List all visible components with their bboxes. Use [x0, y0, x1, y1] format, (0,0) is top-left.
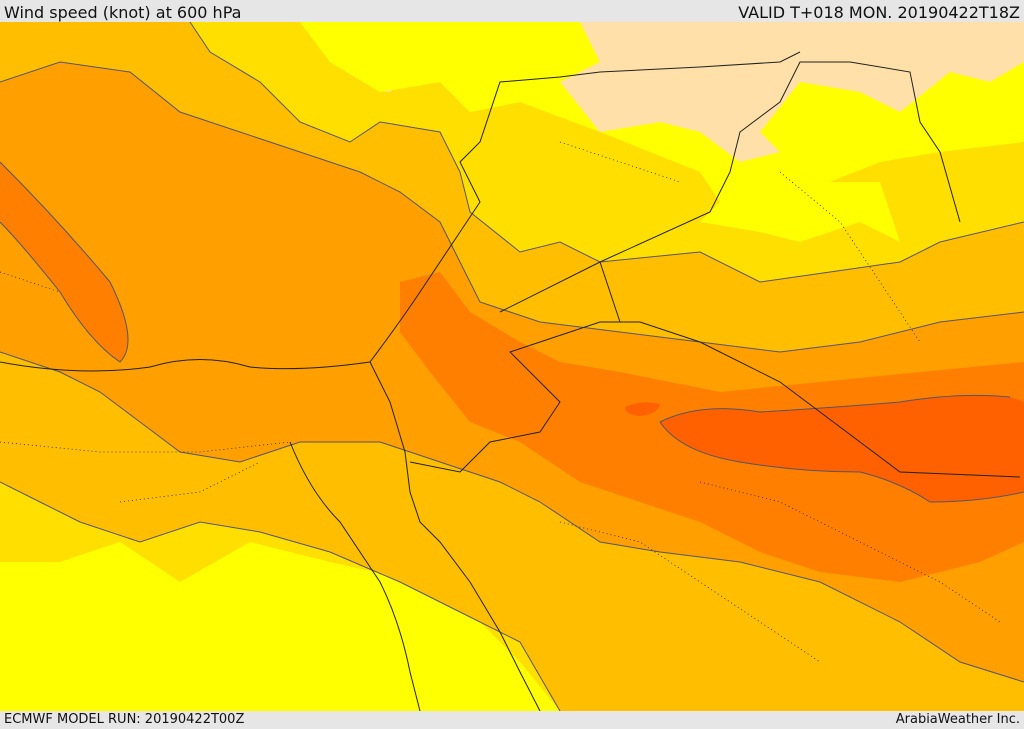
valid-time-label: VALID T+018 MON. 20190422T18Z [738, 3, 1020, 22]
band-red-orange-patch [625, 402, 660, 416]
band-yellow-patch-southwest [0, 542, 180, 711]
borders-coastlines [0, 51, 1021, 711]
band-yellow-patch-south [380, 642, 560, 711]
credit-label: ArabiaWeather Inc. [895, 712, 1020, 727]
model-run-label: ECMWF MODEL RUN: 20190422T00Z [4, 712, 245, 727]
band-red-orange-core [660, 395, 1024, 502]
map-title: Wind speed (knot) at 600 hPa [4, 3, 242, 22]
footer-bar: ECMWF MODEL RUN: 20190422T00Z ArabiaWeat… [0, 711, 1024, 729]
header-bar: Wind speed (knot) at 600 hPa VALID T+018… [0, 0, 1024, 22]
dotted-boundaries [0, 141, 1001, 663]
band-yellow-patch-north [300, 22, 900, 242]
band-light-cream [560, 22, 1024, 162]
band-dark-orange-west [0, 162, 128, 362]
map-svg [0, 22, 1024, 711]
contour-lines [0, 22, 1024, 711]
wind-speed-map [0, 22, 1024, 711]
